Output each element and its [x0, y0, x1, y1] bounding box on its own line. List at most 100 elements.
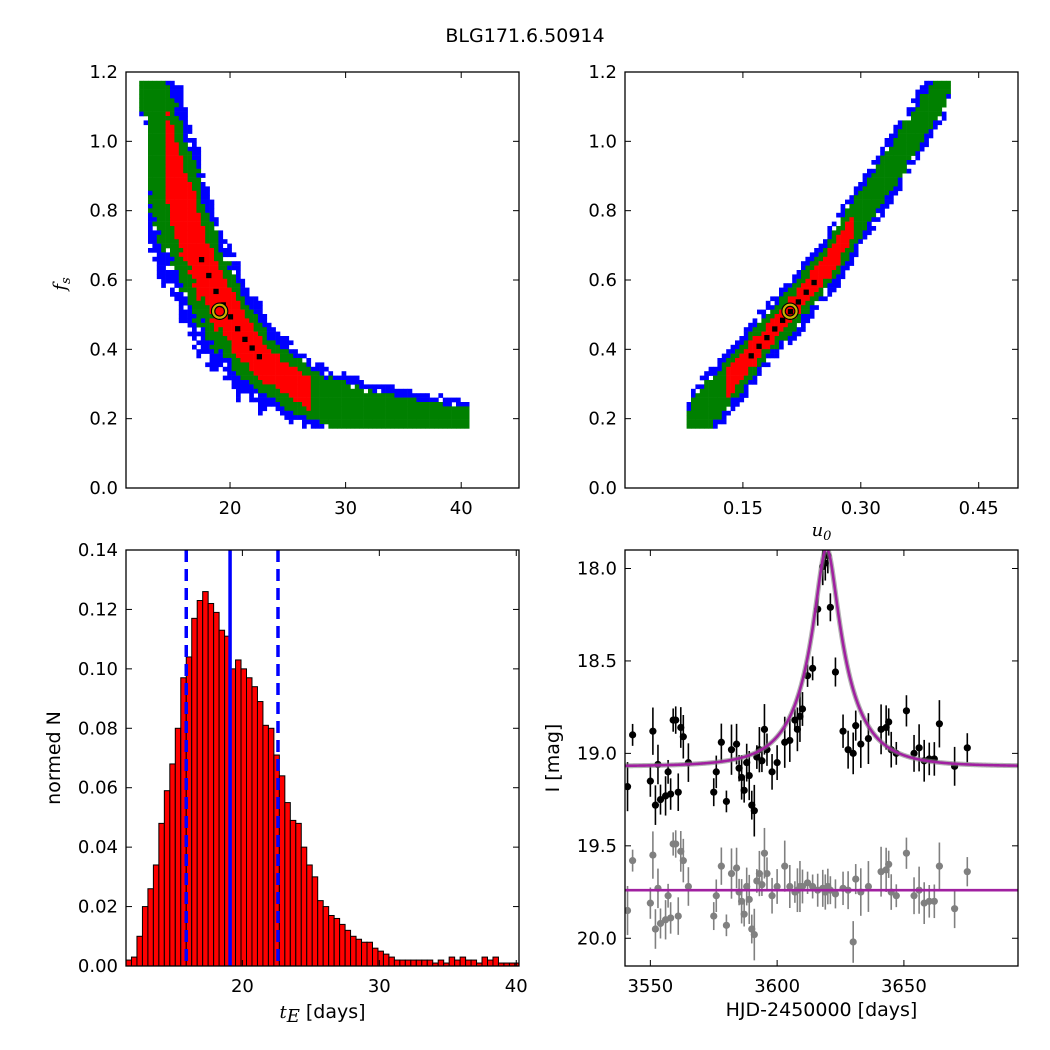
heatmap-cell	[209, 327, 215, 332]
heatmap-cell	[148, 168, 153, 174]
heatmap-cell	[192, 256, 197, 262]
heatmap-cell	[200, 195, 206, 200]
heatmap-cell	[721, 384, 727, 390]
heatmap-cell	[752, 318, 758, 324]
heatmap-cell	[156, 155, 162, 161]
heatmap-cell	[165, 164, 171, 170]
heatmap-cell	[394, 406, 400, 412]
heatmap-cell	[845, 221, 850, 227]
heatmap-cell	[805, 296, 811, 302]
heatmap-cell	[253, 375, 259, 381]
heatmap-cell	[372, 406, 378, 412]
heatmap-cell	[765, 300, 771, 306]
heatmap-cell	[244, 331, 250, 337]
heatmap-cell	[231, 283, 237, 288]
heatmap-cell	[420, 406, 426, 412]
heatmap-cell	[262, 380, 268, 385]
heatmap-cell	[867, 221, 872, 227]
heatmap-cell	[306, 410, 312, 416]
heatmap-cell	[170, 287, 175, 293]
heatmap-cell	[306, 406, 312, 412]
heatmap-cell	[271, 371, 276, 376]
heatmap-cell	[902, 129, 907, 134]
heatmap-cell	[739, 358, 745, 363]
heatmap-cell	[293, 358, 298, 363]
heatmap-cell	[412, 402, 417, 407]
heatmap-cell	[884, 151, 890, 156]
heatmap-cell	[708, 388, 714, 394]
heatmap-cell	[174, 138, 180, 143]
heatmap-cell	[691, 397, 696, 403]
light-curve-plot-area	[625, 550, 1018, 963]
heatmap-cell	[809, 252, 815, 258]
heatmap-cell	[726, 375, 731, 381]
heatmap-cell	[425, 419, 430, 425]
heatmap-cell	[302, 424, 307, 429]
heatmap-cell	[187, 331, 193, 337]
heatmap-cell	[919, 111, 925, 117]
heatmap-cell	[915, 120, 921, 126]
heatmap-cell	[236, 371, 241, 376]
heatmap-cell	[302, 419, 307, 425]
heatmap-cell	[253, 300, 259, 306]
heatmap-cell	[434, 406, 439, 412]
residual-point	[763, 869, 771, 878]
heatmap-cell	[398, 410, 404, 416]
heatmap-cell	[200, 190, 206, 196]
heatmap-cell	[227, 287, 232, 293]
heatmap-cell	[827, 270, 833, 275]
heatmap-cell	[218, 327, 224, 332]
heatmap-cell	[174, 204, 180, 209]
heatmap-cell	[183, 142, 188, 148]
heatmap-cell	[156, 133, 162, 139]
heatmap-cell	[156, 195, 162, 200]
heatmap-cell	[165, 116, 171, 121]
heatmap-cell	[686, 402, 692, 407]
heatmap-cell	[205, 292, 210, 297]
heatmap-cell	[231, 353, 237, 359]
heatmap-cell	[792, 287, 797, 293]
heatmap-cell	[165, 226, 171, 231]
data-point	[672, 716, 680, 724]
heatmap-cell	[310, 419, 316, 425]
heatmap-cell	[805, 270, 811, 275]
heatmap-cell	[708, 371, 714, 376]
heatmap-cell	[196, 146, 202, 152]
heatmap-cell	[170, 248, 175, 253]
heatmap-cell	[739, 362, 745, 368]
heatmap-cell	[170, 261, 175, 266]
heatmap-cell	[770, 309, 775, 315]
heatmap-cell	[743, 384, 749, 390]
heatmap-cell	[271, 384, 276, 390]
heatmap-cell	[152, 168, 158, 174]
heatmap-cell	[332, 415, 338, 420]
heatmap-cell	[231, 380, 237, 385]
residual-point	[710, 912, 718, 920]
heatmap-cell	[464, 406, 470, 412]
heatmap-cell	[227, 344, 232, 350]
heatmap-cell	[699, 410, 705, 416]
y-tick-label: 0.2	[89, 409, 118, 430]
heatmap-cell	[222, 265, 228, 271]
residual-point	[727, 869, 736, 878]
heatmap-cell	[231, 296, 237, 302]
heatmap-cell	[192, 221, 197, 227]
heatmap-cell	[919, 133, 925, 139]
heatmap-cell	[152, 230, 158, 236]
heatmap-cell	[897, 173, 903, 178]
heatmap-cell	[713, 384, 718, 390]
heatmap-cell	[284, 371, 290, 376]
heatmap-cell	[253, 327, 259, 332]
heatmap-cell	[205, 221, 210, 227]
heatmap-cell	[867, 195, 872, 200]
heatmap-cell	[735, 380, 740, 385]
heatmap-cell	[721, 366, 727, 372]
heatmap-cell	[849, 243, 855, 249]
residual-point	[809, 882, 817, 891]
heatmap-cell	[227, 340, 232, 346]
heatmap-cell	[174, 94, 180, 99]
data-point	[849, 749, 857, 757]
heatmap-cell	[183, 195, 188, 200]
heatmap-cell	[214, 256, 219, 262]
heatmap-cell	[420, 397, 426, 403]
